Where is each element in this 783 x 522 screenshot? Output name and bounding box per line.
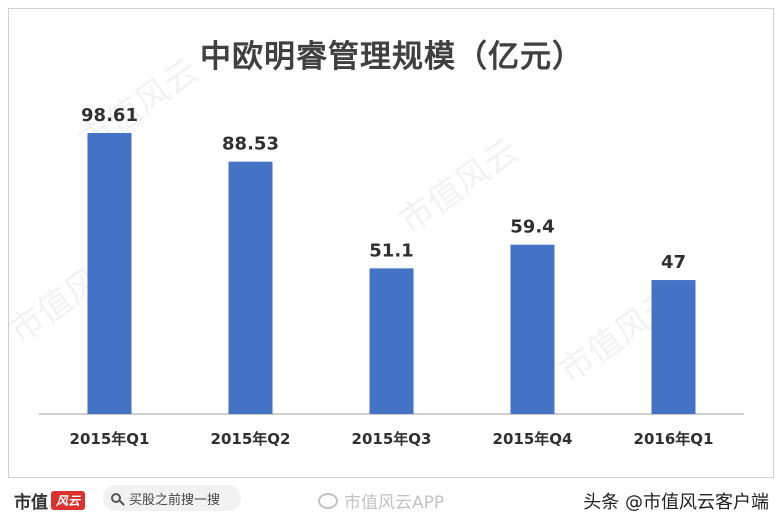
footer-bar: 市值 风云 买股之前搜一搜 市值风云APP 头条 @市值风云客户端 [0,478,783,522]
bar [87,132,132,415]
weibo-watermark: 市值风云APP [318,488,444,513]
x-tick-label: 2015年Q1 [70,430,150,448]
search-placeholder: 买股之前搜一搜 [129,492,221,508]
weibo-icon [318,492,338,509]
brand-text: 市值 [14,493,48,513]
x-tick-label: 2016年Q1 [634,430,714,448]
bar-chart: 98.61 2015年Q1 88.53 2015年Q2 51.1 2015年Q3 59.4 2… [39,105,744,448]
data-label: 59.4 [510,217,554,238]
weibo-text: 市值风云APP [344,493,445,513]
data-label: 98.61 [81,105,138,126]
data-label: 51.1 [369,240,413,261]
bar [369,268,414,414]
data-label: 88.53 [222,134,279,155]
x-tick-label: 2015年Q3 [352,430,432,448]
x-tick-label: 2015年Q2 [211,430,291,448]
bar [228,161,273,414]
x-tick-label: 2015年Q4 [493,430,573,448]
brand-logo[interactable]: 市值 风云 [14,488,86,513]
data-label: 47 [661,252,686,273]
search-box[interactable]: 买股之前搜一搜 [103,485,241,511]
toutiao-credit: 头条 @市值风云客户端 [583,492,769,513]
bar [510,244,555,414]
chart-frame: 中欧明睿管理规模（亿元） 市值风云 市值风云 市值风云 市值风云 98.61 20… [2,8,774,478]
bar [651,280,696,414]
chart-title: 中欧明睿管理规模（亿元） [200,39,584,75]
brand-mark: 风云 [51,491,86,510]
search-icon [111,493,121,503]
